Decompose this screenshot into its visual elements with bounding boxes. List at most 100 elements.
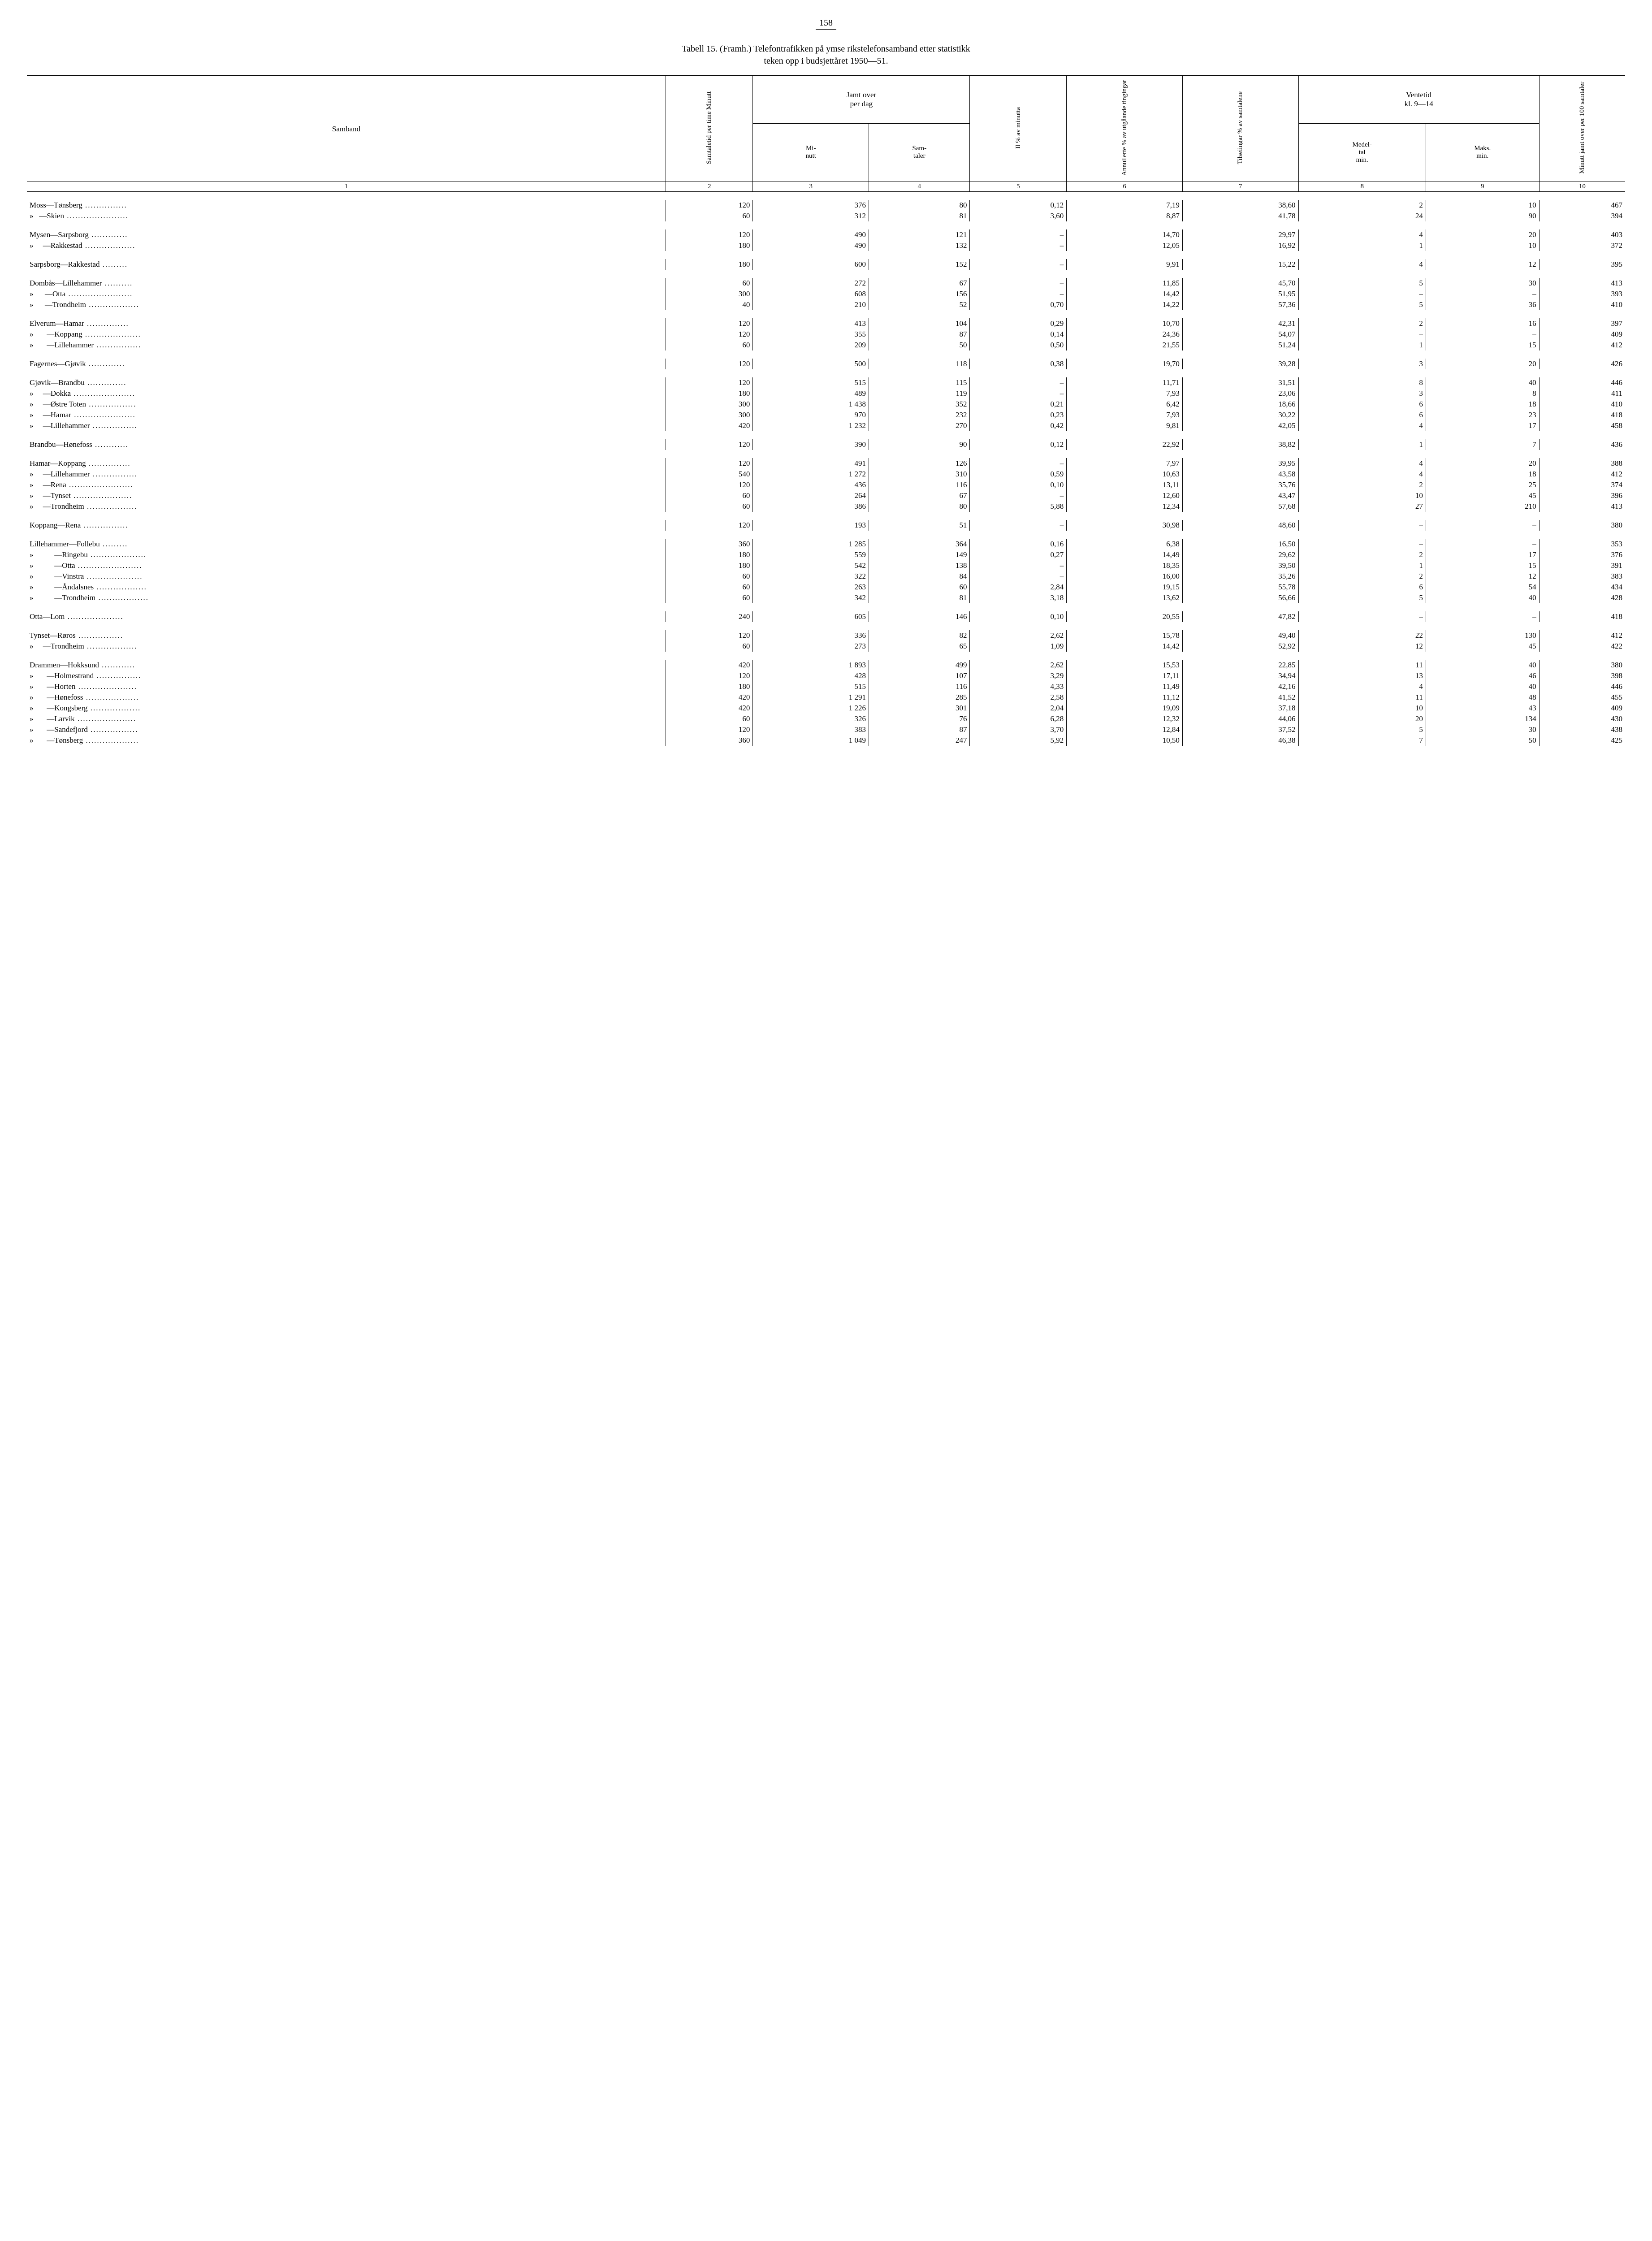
cell: –: [970, 520, 1067, 531]
cell: 23,06: [1182, 388, 1298, 399]
group-spacer: [27, 431, 1625, 439]
cell: 247: [869, 735, 970, 746]
cell: 12: [1298, 641, 1426, 652]
table-row: Lillehammer—Follebu .........3601 285364…: [27, 539, 1625, 549]
header-col2: Samtaletid per time Minutt: [666, 76, 753, 182]
table-row: » —Østre Toten .................3001 438…: [27, 399, 1625, 410]
cell: 410: [1539, 299, 1625, 310]
cell: 0,29: [970, 318, 1067, 329]
cell: 446: [1539, 681, 1625, 692]
row-label: Sarpsborg—Rakkestad .........: [27, 259, 666, 270]
group-spacer: [27, 369, 1625, 377]
cell: 383: [753, 724, 869, 735]
row-label: » —Lillehammer ................: [27, 420, 666, 431]
table-row: » —Otta .......................180542138…: [27, 560, 1625, 571]
cell: 403: [1539, 229, 1625, 240]
cell: 372: [1539, 240, 1625, 251]
cell: 12: [1426, 571, 1539, 582]
header-col8: Medel- tal min.: [1298, 123, 1426, 182]
cell: 5: [1298, 299, 1426, 310]
cell: –: [970, 278, 1067, 289]
cell: 6,28: [970, 714, 1067, 724]
table-row: » —Dokka ......................180489119…: [27, 388, 1625, 399]
cell: 115: [869, 377, 970, 388]
colnum-2: 2: [666, 182, 753, 192]
cell: –: [1298, 611, 1426, 622]
cell: 364: [869, 539, 970, 549]
table-row: Hamar—Koppang ...............120491126–7…: [27, 458, 1625, 469]
cell: 1 272: [753, 469, 869, 480]
table-row: » —Hamar ......................300970232…: [27, 410, 1625, 420]
cell: 57,68: [1182, 501, 1298, 512]
cell: 0,42: [970, 420, 1067, 431]
cell: 60: [666, 501, 753, 512]
cell: 2: [1298, 200, 1426, 211]
cell: 374: [1539, 480, 1625, 490]
row-label: Lillehammer—Follebu .........: [27, 539, 666, 549]
colnum-4: 4: [869, 182, 970, 192]
cell: 116: [869, 681, 970, 692]
cell: 52: [869, 299, 970, 310]
cell: 6,42: [1067, 399, 1183, 410]
cell: 20: [1426, 359, 1539, 369]
cell: 4: [1298, 229, 1426, 240]
cell: –: [970, 571, 1067, 582]
table-row: » —Ringebu ....................180559149…: [27, 549, 1625, 560]
cell: 600: [753, 259, 869, 270]
cell: 17: [1426, 549, 1539, 560]
cell: 22: [1298, 630, 1426, 641]
cell: 418: [1539, 410, 1625, 420]
cell: 4: [1298, 420, 1426, 431]
cell: 411: [1539, 388, 1625, 399]
cell: –: [1426, 520, 1539, 531]
cell: 6: [1298, 399, 1426, 410]
cell: 60: [666, 582, 753, 593]
cell: 120: [666, 318, 753, 329]
cell: 39,28: [1182, 359, 1298, 369]
table-row: » —Rena .......................120436116…: [27, 480, 1625, 490]
table-row: » —Larvik .....................60326766,…: [27, 714, 1625, 724]
table-row: Brandbu—Hønefoss ............120390900,1…: [27, 439, 1625, 450]
cell: 180: [666, 681, 753, 692]
header-ventetid: Ventetid kl. 9—14: [1298, 76, 1539, 123]
table-row: » —Lillehammer ................60209500,…: [27, 340, 1625, 350]
cell: 391: [1539, 560, 1625, 571]
cell: –: [970, 229, 1067, 240]
row-label: » —Trondheim ..................: [27, 593, 666, 603]
cell: 180: [666, 259, 753, 270]
table-row: » —Hønefoss ...................4201 2912…: [27, 692, 1625, 703]
cell: 12,34: [1067, 501, 1183, 512]
cell: 310: [869, 469, 970, 480]
cell: 54,07: [1182, 329, 1298, 340]
cell: 16: [1426, 318, 1539, 329]
cell: 65: [869, 641, 970, 652]
row-label: » —Åndalsnes ..................: [27, 582, 666, 593]
table-row: Tynset—Røros ................120336822,6…: [27, 630, 1625, 641]
cell: 2,62: [970, 660, 1067, 671]
cell: 5,92: [970, 735, 1067, 746]
cell: 12,60: [1067, 490, 1183, 501]
cell: 605: [753, 611, 869, 622]
cell: 50: [1426, 735, 1539, 746]
cell: 60: [666, 278, 753, 289]
cell: 40: [1426, 593, 1539, 603]
cell: 352: [869, 399, 970, 410]
cell: 10: [1298, 703, 1426, 714]
cell: 0,27: [970, 549, 1067, 560]
cell: 210: [1426, 501, 1539, 512]
cell: 0,23: [970, 410, 1067, 420]
cell: 383: [1539, 571, 1625, 582]
cell: 60: [869, 582, 970, 593]
cell: –: [970, 458, 1067, 469]
cell: 47,82: [1182, 611, 1298, 622]
cell: 413: [1539, 278, 1625, 289]
cell: 11: [1298, 660, 1426, 671]
cell: 515: [753, 377, 869, 388]
cell: 22,85: [1182, 660, 1298, 671]
group-spacer: [27, 603, 1625, 611]
cell: 38,82: [1182, 439, 1298, 450]
cell: 20: [1426, 229, 1539, 240]
cell: 57,36: [1182, 299, 1298, 310]
cell: 40: [1426, 681, 1539, 692]
cell: 14,49: [1067, 549, 1183, 560]
